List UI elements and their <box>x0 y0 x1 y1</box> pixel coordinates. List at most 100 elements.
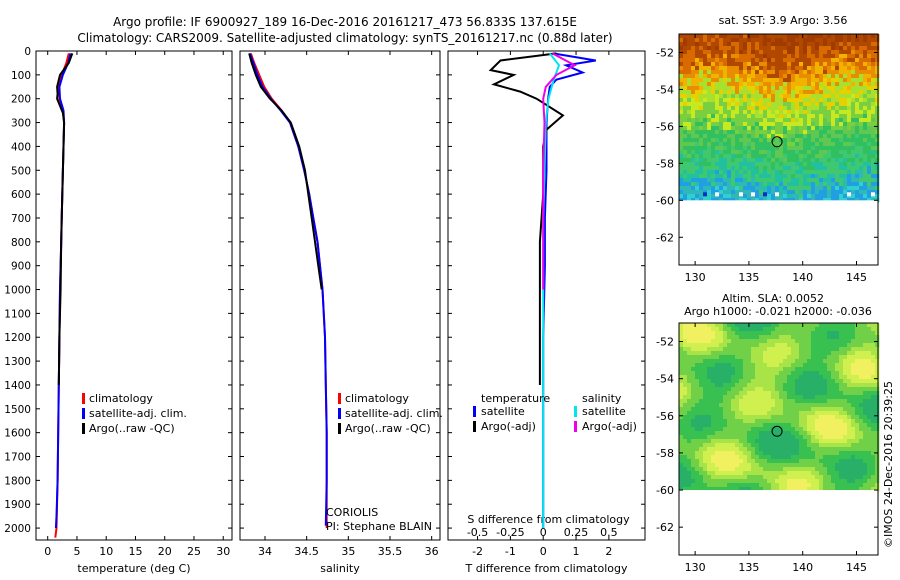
map-cell <box>763 150 768 155</box>
legend-climatology-swatch <box>82 393 85 404</box>
map-cell <box>759 130 764 135</box>
map-cell <box>795 363 800 368</box>
map-cell <box>695 363 700 368</box>
map-cell <box>699 423 704 428</box>
map-cell <box>819 198 824 203</box>
map-cell <box>859 471 864 476</box>
map-cell <box>855 411 860 416</box>
map-cell <box>843 351 848 356</box>
map-cell <box>747 178 752 183</box>
map-cell <box>763 154 768 159</box>
map-cell <box>847 375 852 380</box>
map-cell <box>839 455 844 460</box>
map-cell <box>679 162 684 167</box>
map-cell <box>847 114 852 119</box>
map-cell <box>683 431 688 436</box>
map-cell <box>835 327 840 332</box>
map-cell <box>739 411 744 416</box>
map-cell <box>707 451 712 456</box>
map-cell <box>711 154 716 159</box>
map-cell <box>819 62 824 67</box>
map-cell <box>763 463 768 468</box>
map-cell <box>795 86 800 91</box>
map-cell <box>831 355 836 360</box>
map-cell <box>723 146 728 151</box>
map-cell <box>751 94 756 99</box>
map-cell <box>759 154 764 159</box>
map-cell <box>831 403 836 408</box>
map-cell <box>839 50 844 55</box>
map-cell <box>803 166 808 171</box>
map-cell <box>707 82 712 87</box>
map-cell <box>839 74 844 79</box>
map-cell <box>863 367 868 372</box>
map-cell <box>739 399 744 404</box>
map-cell <box>759 371 764 376</box>
map-cell <box>739 435 744 440</box>
map-cell <box>799 90 804 95</box>
map-cell <box>775 134 780 139</box>
map-cell <box>831 134 836 139</box>
map-cell <box>703 42 708 47</box>
map-cell <box>871 174 876 179</box>
map-cell <box>719 114 724 119</box>
map-cell <box>787 451 792 456</box>
map-cell <box>803 391 808 396</box>
map-cell <box>715 471 720 476</box>
map-cell <box>775 427 780 432</box>
map-cell <box>691 411 696 416</box>
map-cell <box>707 78 712 83</box>
map-cell <box>731 463 736 468</box>
map-cell <box>771 343 776 348</box>
map-cell <box>839 459 844 464</box>
map-cell <box>743 383 748 388</box>
map-cell <box>855 130 860 135</box>
map-cell <box>783 118 788 123</box>
map-cell <box>855 118 860 123</box>
map-cell <box>791 114 796 119</box>
map-cell <box>703 439 708 444</box>
map-cell <box>827 162 832 167</box>
depth-tick-label: 1000 <box>4 285 31 297</box>
map-cell <box>863 98 868 103</box>
map-cell <box>687 186 692 191</box>
map-cell <box>703 174 708 179</box>
map-cell <box>715 114 720 119</box>
map-cell <box>731 487 736 492</box>
map-cell <box>863 170 868 175</box>
map-cell <box>711 323 716 328</box>
map-cell <box>747 335 752 340</box>
map-cell <box>835 411 840 416</box>
map-cell <box>719 439 724 444</box>
map-cell <box>755 471 760 476</box>
map-cell <box>823 459 828 464</box>
map-cell <box>819 34 824 39</box>
map-cell <box>851 46 856 51</box>
map-cell <box>699 190 704 195</box>
map-cell <box>875 443 880 448</box>
map-cell <box>707 134 712 139</box>
map-cell <box>815 190 820 195</box>
map-cell <box>811 198 816 203</box>
map-cell <box>791 74 796 79</box>
map-cell <box>791 471 796 476</box>
legend-argo-swatch <box>338 423 341 434</box>
map-cell <box>839 46 844 51</box>
map-cell <box>851 359 856 364</box>
map-cell <box>759 435 764 440</box>
map-cell <box>859 411 864 416</box>
map-cell <box>811 46 816 51</box>
map-cell <box>799 102 804 107</box>
map-cell <box>747 379 752 384</box>
map-cell <box>787 407 792 412</box>
map-cell <box>739 431 744 436</box>
map-cell <box>739 459 744 464</box>
map-cell <box>723 122 728 127</box>
map-cell <box>843 142 848 147</box>
map-cell <box>683 82 688 87</box>
map-cell <box>819 383 824 388</box>
salinity-legend: climatology satellite-adj. clim. Argo(..… <box>326 392 443 533</box>
map-cell <box>783 186 788 191</box>
map-cell <box>819 46 824 51</box>
map-cell <box>775 186 780 191</box>
